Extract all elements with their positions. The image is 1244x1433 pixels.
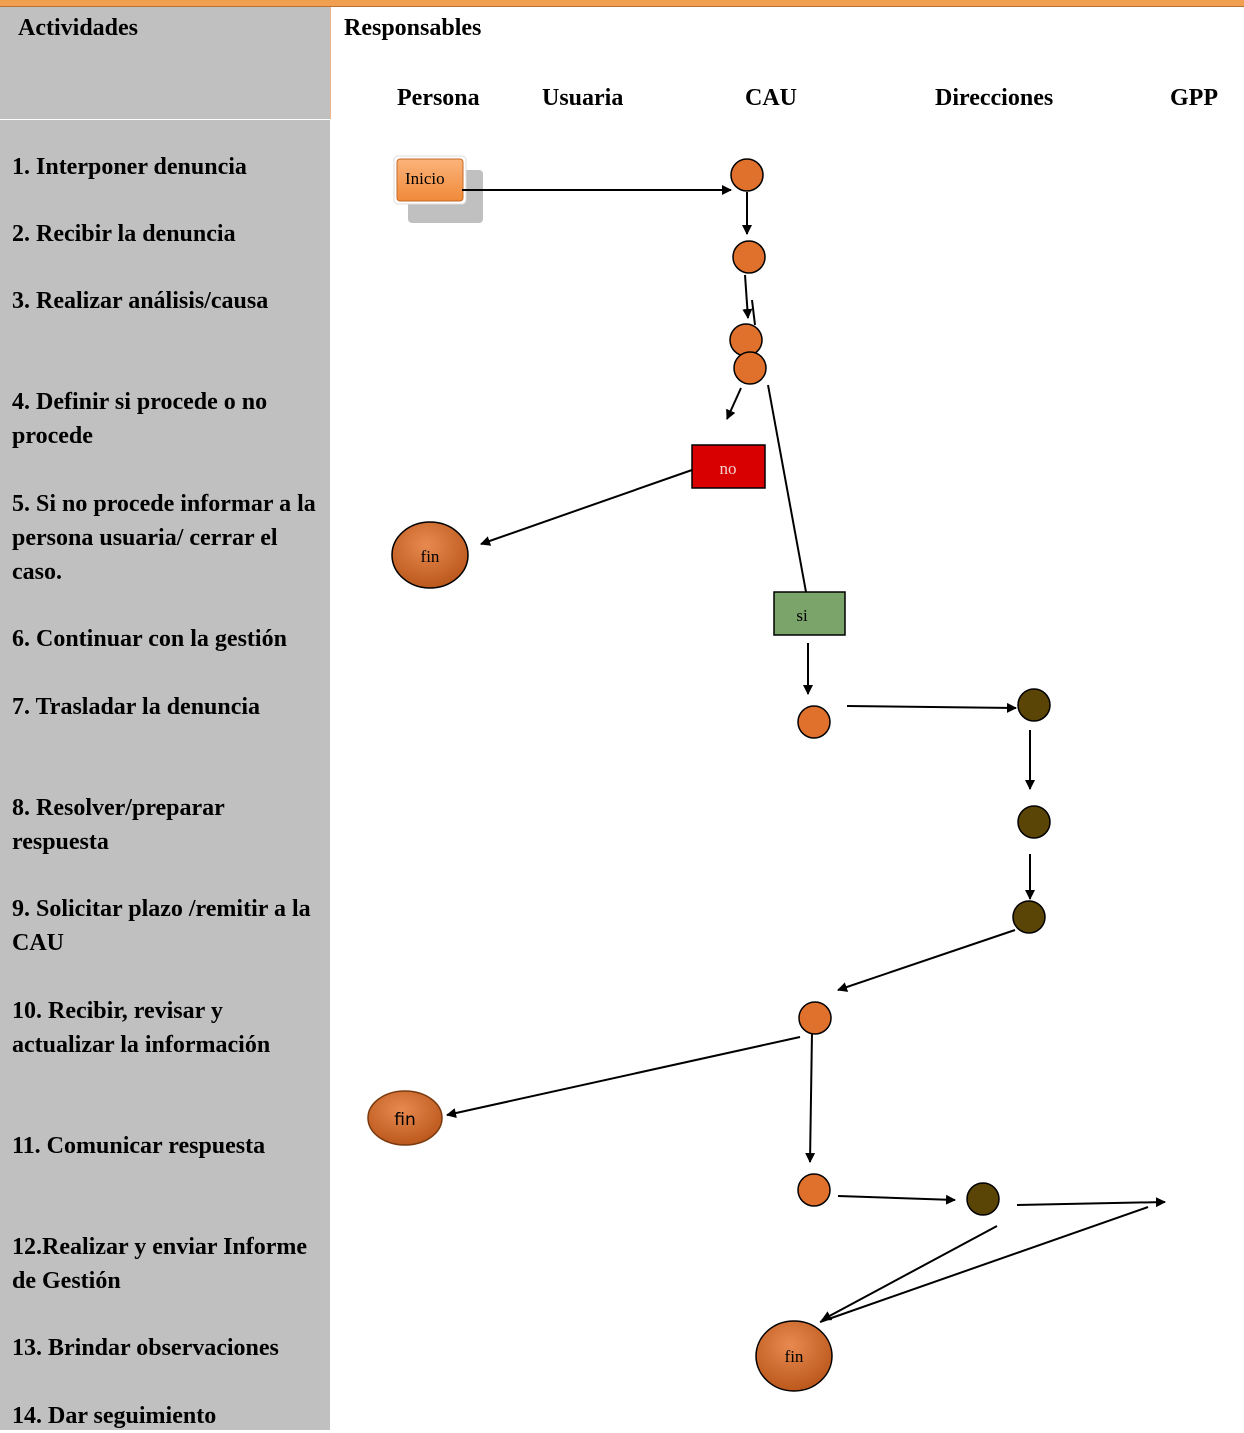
node-communicate [797,1173,831,1207]
node-deadline [1012,900,1046,934]
connector-gpp-to-fin [819,1206,1149,1323]
activity-3: 3. Realizar análisis/causa [12,288,269,314]
lane-usuaria: Usuaria [542,85,624,111]
lane-persona: Persona [397,85,480,111]
end-label-3: fin [785,1347,804,1366]
decision-no-box [691,444,766,489]
arrow-review-to-fin [446,1036,801,1118]
activities-sidebar: 1. Interponer denuncia 2. Recibir la den… [0,120,330,1430]
end-node-1 [391,521,469,589]
activity-4: 4. Definir si procede o no procede [12,389,268,449]
node-report [966,1182,1000,1216]
activity-5: 5. Si no procede informar a la persona u… [12,491,316,585]
activity-12: 12.Realizar y enviar Informe de Gestión [12,1234,308,1294]
activity-6: 6. Continuar con la gestión [12,626,287,652]
node-resolve [1017,805,1051,839]
activity-9: 9. Solicitar plazo /remitir a la CAU [12,896,311,956]
arrow-continue-to-transfer [846,702,1017,713]
node-review [798,1001,832,1035]
arrow-report-to-fin [821,1225,998,1321]
activities-header-cell: Actividades [0,7,331,119]
arrow-no-to-fin [480,469,693,546]
connector-analysis [751,299,756,326]
connector-define-to-si [767,384,807,593]
decision-si-box [773,591,846,636]
activity-1: 1. Interponer denuncia [12,154,247,180]
node-define-b [733,351,767,385]
activities-header: Actividades [18,15,138,41]
activity-14: 14. Dar seguimiento [12,1403,217,1429]
lane-direcciones: Direcciones [935,85,1054,111]
activity-7: 7. Trasladar la denuncia [12,694,261,720]
activity-11: 11. Comunicar respuesta [12,1133,266,1159]
node-receive [730,158,764,192]
activity-13: 13. Brindar observaciones [12,1335,279,1361]
decision-si-label: si [796,606,808,625]
node-analysis [732,240,766,274]
end-label-1: fin [421,547,440,566]
arrow-review-to-communicate [805,1031,816,1163]
activity-10: 10. Recibir, revisar y actualizar la inf… [12,998,271,1058]
start-label: Inicio [405,169,445,188]
activity-2: 2. Recibir la denuncia [12,221,236,247]
end-node-2 [367,1090,443,1146]
node-transfer [1017,688,1051,722]
responsables-header: Responsables [344,15,482,41]
arrow-deadline-to-review [837,929,1016,992]
arrow-define-to-no [726,387,742,420]
activity-8: 8. Resolver/preparar respuesta [12,795,225,855]
arrow-analysis-to-define [742,274,753,319]
node-define-a [729,323,763,357]
start-box [396,158,464,202]
node-continue [797,705,831,739]
end-node-3 [755,1320,833,1392]
lane-gpp: GPP [1170,85,1218,111]
top-accent-bar [0,0,1244,7]
decision-no-label: no [720,459,737,478]
arrow-communicate-to-report [837,1194,956,1205]
responsables-header-cell: Responsables [331,7,1244,119]
lane-cau: CAU [745,85,797,111]
arrow-report-to-gpp [1016,1197,1166,1208]
end-label-2: fin [394,1110,415,1130]
